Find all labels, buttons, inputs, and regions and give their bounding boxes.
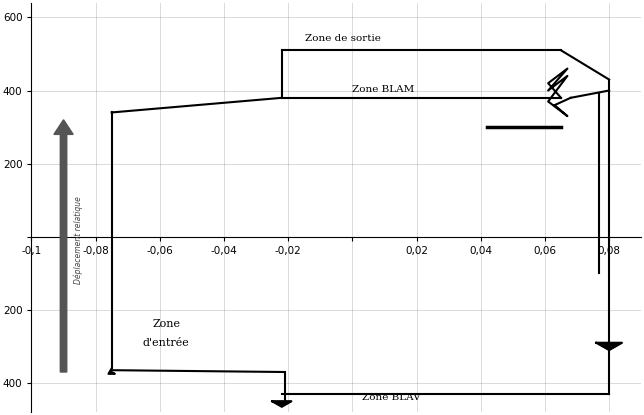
Polygon shape	[596, 343, 622, 350]
FancyArrow shape	[54, 120, 73, 372]
Text: d'entrée: d'entrée	[143, 338, 189, 348]
Text: Zone de sortie: Zone de sortie	[305, 34, 381, 43]
Text: Zone: Zone	[152, 320, 180, 330]
Text: Zone BLAV: Zone BLAV	[362, 393, 421, 402]
Text: Zone BLAM: Zone BLAM	[352, 85, 415, 94]
Text: Déplacement relatique: Déplacement relatique	[73, 196, 82, 284]
Polygon shape	[272, 401, 291, 407]
